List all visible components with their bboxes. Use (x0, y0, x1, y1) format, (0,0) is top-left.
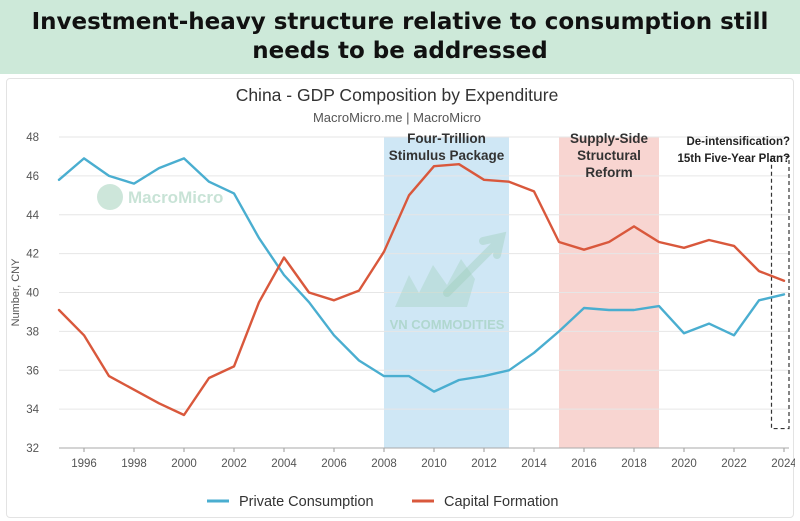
x-tick-label: 2012 (471, 458, 497, 470)
x-tick-label: 2018 (621, 458, 647, 470)
watermark-macromicro: MacroMicro (128, 188, 223, 207)
x-tick-label: 1996 (71, 458, 97, 470)
y-axis-label: Number, CNY (10, 258, 22, 327)
axes: 32 34 36 38 40 42 44 46 48 1996 1998 2000 2002 2004 20… (10, 132, 795, 470)
x-tick-label: 2024 (771, 458, 795, 470)
x-tick-label: 2010 (421, 458, 447, 470)
x-tick-label: 2002 (221, 458, 247, 470)
x-tick-label: 2006 (321, 458, 347, 470)
x-tick-label: 1998 (121, 458, 147, 470)
band-label-2-line-3: Reform (585, 165, 632, 180)
band-label-1-line-1: Four-Trillion (407, 131, 486, 146)
gdp-composition-chart: MacroMicro VN COMMODITIES 32 34 36 38 40 42 44 4… (10, 85, 795, 510)
banner-title: Investment-heavy structure relative to c… (31, 9, 769, 64)
legend-label-2: Capital Formation (444, 494, 558, 510)
vn-commodities-logo-icon (395, 259, 475, 307)
y-tick-label: 38 (26, 326, 39, 338)
chart-subtitle: MacroMicro.me | MacroMicro (313, 110, 481, 125)
trend-arrow-icon (443, 231, 507, 297)
annotation-dashed-box (770, 155, 790, 430)
x-tick-label: 2000 (171, 458, 197, 470)
macromicro-logo-icon (97, 184, 123, 210)
y-tick-label: 32 (26, 443, 39, 455)
legend: Private Consumption Capital Formation (207, 494, 558, 510)
x-tick-label: 2008 (371, 458, 397, 470)
band-label-2-line-2: Structural (577, 148, 641, 163)
title-banner: Investment-heavy structure relative to c… (0, 0, 800, 74)
annotation-text-line-2: 15th Five-Year Plan? (678, 153, 791, 165)
band-label-1-line-2: Stimulus Package (389, 148, 505, 163)
band-label-2-line-1: Supply-Side (570, 131, 648, 146)
y-tick-label: 48 (26, 132, 39, 144)
gridlines (59, 136, 789, 449)
series-line-private-consumption (57, 157, 786, 393)
x-tick-label: 2004 (271, 458, 297, 470)
watermarks: MacroMicro VN COMMODITIES (97, 184, 507, 332)
series-lines (57, 157, 786, 417)
y-tick-label: 42 (26, 249, 39, 261)
x-tick-label: 2020 (671, 458, 697, 470)
y-tick-label: 36 (26, 365, 39, 377)
chart-panel: MacroMicro VN COMMODITIES 32 34 36 38 40 42 44 4… (6, 78, 795, 518)
x-tick-label: 2022 (721, 458, 747, 470)
chart-title: China - GDP Composition by Expenditure (236, 85, 559, 105)
x-tick-label: 2016 (571, 458, 597, 470)
chart-text: Four-Trillion Stimulus Package Supply-Side… (236, 85, 790, 180)
legend-label-1: Private Consumption (239, 494, 374, 510)
series-line-capital-formation (57, 162, 786, 417)
x-tick-label: 2014 (521, 458, 547, 470)
annotation-text-line-1: De-intensification? (686, 136, 790, 148)
y-tick-label: 34 (26, 404, 39, 416)
y-tick-label: 46 (26, 171, 39, 183)
watermark-vn-commodities: VN COMMODITIES (390, 317, 505, 332)
y-tick-label: 40 (26, 288, 39, 300)
y-tick-label: 44 (26, 210, 39, 222)
annotation-box (770, 155, 790, 430)
